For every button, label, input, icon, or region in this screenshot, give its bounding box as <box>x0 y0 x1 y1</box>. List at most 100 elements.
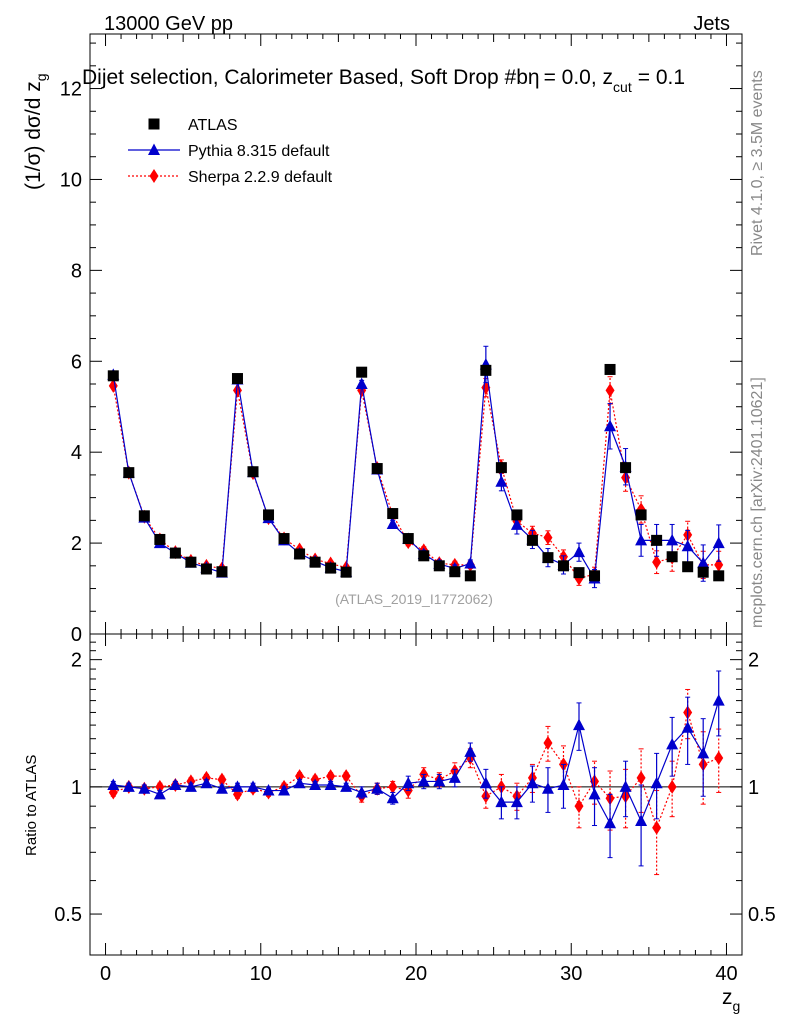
pythia-ratio-group <box>107 670 725 867</box>
atlas-main-point <box>604 363 616 375</box>
sherpa-ratio-line <box>113 712 719 830</box>
title-eta: η <box>528 66 540 89</box>
header-right: Jets <box>693 13 730 35</box>
pythia-ratio-point <box>262 784 275 796</box>
legend-marker <box>148 118 160 130</box>
atlas-main-group <box>107 363 725 582</box>
pythia-main-point <box>635 533 648 546</box>
legend-label: Pythia 8.315 default <box>188 143 330 160</box>
atlas-main-point <box>216 566 228 578</box>
atlas-main-point <box>325 562 337 574</box>
ratio-plot-frame <box>89 633 743 956</box>
sherpa-main-line <box>112 385 719 580</box>
x-axis-label: zg <box>722 986 740 1014</box>
pythia-ratio-point <box>138 782 151 794</box>
y-axis-label-ratio: Ratio to ATLAS <box>23 755 40 856</box>
atlas-main-point <box>185 556 197 568</box>
pythia-ratio-point <box>200 776 213 789</box>
pythia-ratio-point <box>619 780 632 792</box>
pythia-ratio-point <box>247 780 259 792</box>
pythia-ratio-point <box>495 795 508 808</box>
atlas-main-point <box>666 551 678 563</box>
pythia-ratio-point <box>557 778 570 791</box>
pythia-main-point <box>681 539 694 552</box>
atlas-main-point <box>231 373 243 385</box>
atlas-main-point <box>557 560 569 572</box>
pythia-main-point <box>510 518 523 530</box>
atlas-main-point <box>356 366 368 378</box>
main-series-layer <box>107 345 725 589</box>
pythia-ratio-point <box>386 791 399 804</box>
sherpa-ratio-point <box>636 770 646 785</box>
title-sub: cut <box>613 79 632 95</box>
pythia-ratio-point <box>712 694 725 706</box>
atlas-main-point <box>107 370 119 382</box>
atlas-main-point <box>340 566 352 578</box>
x-tick-label: 20 <box>405 963 427 985</box>
sherpa-ratio-point <box>217 772 227 787</box>
sherpa-main-point <box>605 383 615 398</box>
legend-label: ATLAS <box>188 117 238 134</box>
pythia-main-point <box>666 533 679 546</box>
pythia-ratio-point <box>153 787 166 800</box>
main-axis-ticks: 0 2 4 6 8 10 12 <box>60 34 742 646</box>
legend: ATLAS Pythia 8.315 default Sherpa 2.2.9 de… <box>128 117 333 186</box>
pythia-main-point <box>495 475 508 487</box>
sherpa-main-group <box>108 376 724 586</box>
pythia-ratio-point <box>278 784 291 796</box>
atlas-main-point <box>418 550 430 562</box>
pythia-ratio-point <box>309 778 322 791</box>
pythia-main-line <box>112 364 720 581</box>
atlas-main-point <box>371 463 383 475</box>
pythia-ratio-point <box>635 814 648 827</box>
atlas-main-point <box>573 567 585 579</box>
sherpa-ratio-point <box>667 779 677 794</box>
pythia-ratio-point <box>107 778 120 791</box>
legend-marker <box>149 169 159 183</box>
atlas-main-point <box>402 533 414 545</box>
pythia-main-point <box>386 517 399 529</box>
atlas-main-point <box>495 462 507 474</box>
sherpa-ratio-point <box>574 799 584 814</box>
x-tick-label: 30 <box>560 963 582 985</box>
main-y-tick-label: 4 <box>71 442 82 464</box>
atlas-main-point <box>697 566 709 578</box>
ratio-plot-border <box>89 633 743 956</box>
pythia-ratio-point <box>355 785 368 798</box>
pythia-main-group <box>107 345 725 589</box>
atlas-main-point <box>635 509 647 521</box>
ratio-series-layer <box>107 670 725 876</box>
pythia-ratio-point <box>231 780 244 792</box>
atlas-main-point <box>309 556 321 568</box>
atlas-main-point <box>480 364 492 376</box>
ratio-y-tick-label: 0.5 <box>54 904 82 926</box>
atlas-main-point <box>511 509 523 521</box>
main-y-tick-label: 12 <box>60 79 82 101</box>
ratio-y-tick-label-right: 1 <box>748 777 759 799</box>
atlas-main-point <box>387 508 399 520</box>
atlas-main-point <box>263 509 275 521</box>
y-axis-label-main: (1/σ) dσ/d zg <box>22 73 49 190</box>
atlas-main-point <box>138 510 150 522</box>
pythia-ratio-point <box>697 746 710 759</box>
atlas-main-point <box>620 462 632 474</box>
pythia-ratio-point <box>215 782 228 794</box>
pythia-ratio-point <box>479 776 492 789</box>
pythia-ratio-line <box>113 700 720 825</box>
ratio-y-tick-label-right: 0.5 <box>748 904 776 926</box>
pythia-ratio-point <box>122 780 135 792</box>
pythia-ratio-point <box>340 780 353 792</box>
x-tick-label: 10 <box>250 963 272 985</box>
pythia-ratio-point <box>573 718 585 731</box>
atlas-main-point <box>589 570 601 582</box>
sherpa-main-point <box>543 530 553 545</box>
pythia-ratio-point <box>417 774 430 787</box>
chart-title: Dijet selection, Calorimeter Based, Soft… <box>82 66 685 95</box>
sherpa-ratio-point <box>388 779 398 794</box>
pythia-main-point <box>604 419 617 432</box>
atlas-main-point <box>154 533 166 545</box>
atlas-main-point <box>123 467 135 479</box>
atlas-main-point <box>433 560 445 572</box>
atlas-main-point <box>200 563 212 575</box>
